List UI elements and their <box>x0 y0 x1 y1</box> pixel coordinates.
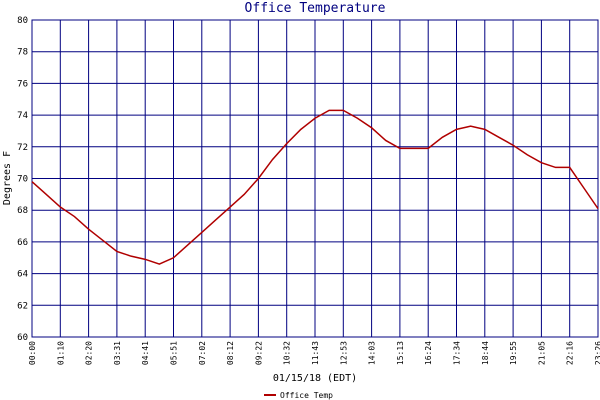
x-tick-label: 18:44 <box>481 341 490 365</box>
y-tick-label: 60 <box>17 333 28 343</box>
x-tick-label: 03:31 <box>113 341 122 365</box>
x-tick-label: 19:55 <box>509 341 518 365</box>
x-tick-label: 01:10 <box>56 341 65 365</box>
x-tick-label: 08:12 <box>226 341 235 365</box>
x-tick-label: 09:22 <box>254 341 263 365</box>
x-tick-label: 07:02 <box>198 341 207 365</box>
plot-border <box>31 19 599 338</box>
y-tick-label: 78 <box>17 48 28 58</box>
y-tick-label: 62 <box>17 301 28 311</box>
y-axis-label: Degrees F <box>2 151 13 205</box>
x-tick-label: 05:51 <box>170 341 179 365</box>
y-tick-label: 64 <box>17 270 28 280</box>
x-tick-label: 22:16 <box>566 341 575 365</box>
x-tick-label: 11:43 <box>311 341 320 365</box>
y-tick-label: 74 <box>17 111 28 121</box>
x-axis-label: 01/15/18 (EDT) <box>273 373 357 384</box>
x-tick-label: 12:53 <box>339 341 348 365</box>
x-tick-label: 17:34 <box>453 341 462 365</box>
y-tick-label: 72 <box>17 143 28 153</box>
x-tick-label: 23:26 <box>594 341 600 365</box>
x-tick-label: 10:32 <box>283 341 292 365</box>
y-tick-label: 66 <box>17 238 28 248</box>
line <box>31 109 599 265</box>
x-tick-label: 15:13 <box>396 341 405 365</box>
y-tick-label: 76 <box>17 79 28 89</box>
x-tick-label: 21:05 <box>537 341 546 365</box>
x-tick-label: 00:00 <box>28 341 37 365</box>
chart-title: Office Temperature <box>245 1 386 16</box>
y-tick-label: 70 <box>17 175 28 185</box>
y-tick-label: 68 <box>17 206 28 216</box>
legend-label: Office Temp <box>280 391 333 400</box>
x-tick-label: 02:20 <box>85 341 94 365</box>
y-tick-label: 80 <box>17 16 28 26</box>
x-tick-label: 14:03 <box>368 341 377 365</box>
x-tick-label: 16:24 <box>424 341 433 365</box>
x-tick-label: 04:41 <box>141 341 150 365</box>
